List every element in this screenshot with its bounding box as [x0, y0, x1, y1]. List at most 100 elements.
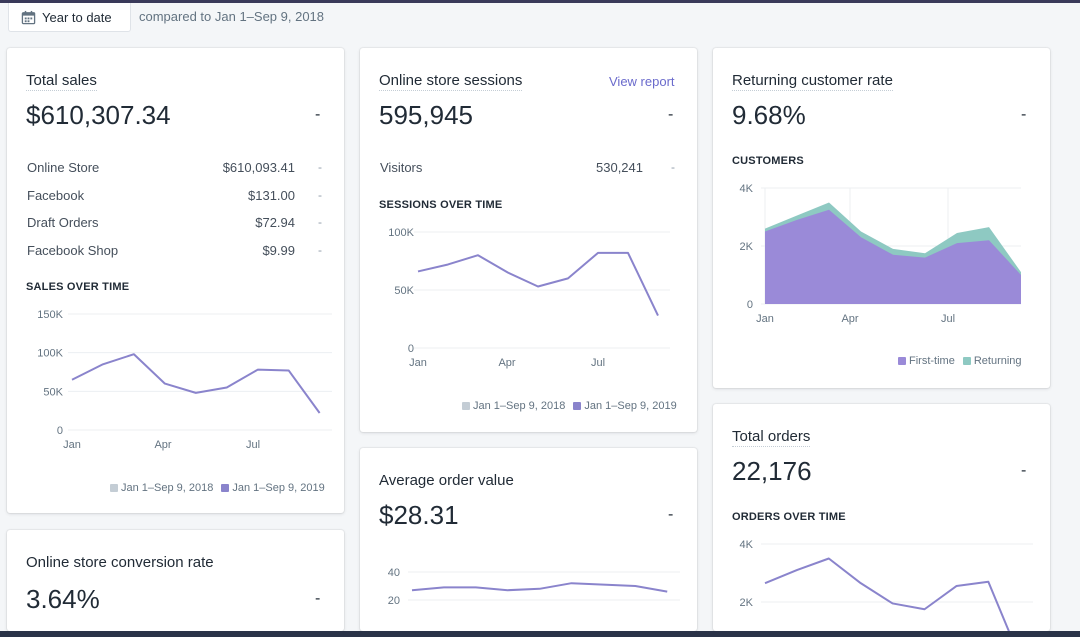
y-tick-label: 4K	[740, 539, 754, 551]
calendar-icon	[21, 10, 36, 24]
returning-rate-value: 9.68%	[732, 100, 806, 130]
channel-change: -	[318, 243, 322, 257]
series-line	[764, 557, 1010, 631]
change-indicator: -	[1021, 106, 1027, 123]
orders-chart: 4K 2K	[740, 539, 1033, 631]
x-tick-label: Apr	[498, 357, 515, 369]
top-border	[0, 0, 1080, 3]
channel-value: $72.94	[255, 215, 295, 230]
y-tick-label: 150K	[37, 309, 63, 321]
legend-swatch	[962, 357, 971, 365]
visitors-label: Visitors	[380, 160, 423, 175]
total-orders-card[interactable]: Total orders 22,176 - ORDERS OVER TIME 4…	[713, 404, 1050, 631]
sessions-value: 595,945	[379, 100, 473, 130]
legend-swatch	[110, 484, 118, 492]
channel-name: Facebook	[27, 188, 85, 203]
legend-label: Jan 1–Sep 9, 2018	[121, 482, 214, 494]
legend-label: Jan 1–Sep 9, 2019	[232, 482, 325, 494]
chart-title: SESSIONS OVER TIME	[379, 199, 503, 211]
y-tick-label: 100K	[388, 227, 414, 239]
visitors-value: 530,241	[596, 160, 643, 175]
returning-rate-card[interactable]: Returning customer rate 9.68% - CUSTOMER…	[713, 48, 1050, 388]
card-title[interactable]: Average order value	[379, 472, 514, 489]
chart-title: CUSTOMERS	[732, 155, 804, 167]
legend-label: Jan 1–Sep 9, 2019	[584, 400, 677, 412]
change-indicator: -	[1021, 462, 1027, 479]
legend-item-current: Jan 1–Sep 9, 2019	[221, 482, 325, 494]
total-orders-value: 22,176	[732, 456, 812, 486]
legend-label: Jan 1–Sep 9, 2018	[473, 400, 566, 412]
area-first-time	[765, 209, 1021, 304]
y-tick-label: 4K	[740, 183, 754, 195]
legend-item-first-time: First-time	[898, 355, 955, 367]
chart-legend: First-time Returning	[898, 355, 1022, 367]
legend-swatch	[221, 484, 230, 492]
taskbar	[0, 631, 1080, 637]
x-tick-label: Jan	[63, 439, 81, 451]
card-title[interactable]: Total orders	[732, 428, 811, 447]
conversion-card[interactable]: Online store conversion rate 3.64% -	[7, 530, 344, 631]
y-tick-label: 50K	[394, 285, 414, 297]
channel-value: $9.99	[262, 243, 295, 258]
chart-title: ORDERS OVER TIME	[732, 511, 846, 523]
channel-change: -	[318, 188, 322, 202]
x-tick-label: Jul	[591, 357, 605, 369]
aov-value: $28.31	[379, 500, 459, 530]
y-tick-label: 0	[57, 425, 63, 437]
y-tick-label: 50K	[43, 386, 63, 398]
channel-value: $610,093.41	[222, 160, 295, 175]
legend-label: First-time	[909, 355, 955, 367]
total-sales-value: $610,307.34	[26, 100, 171, 130]
aov-chart: 40 20	[388, 567, 680, 607]
channel-name: Draft Orders	[27, 215, 99, 230]
legend-item-previous: Jan 1–Sep 9, 2018	[110, 482, 213, 494]
channel-change: -	[318, 215, 322, 229]
channel-value: $131.00	[248, 188, 295, 203]
legend-item-current: Jan 1–Sep 9, 2019	[573, 400, 677, 412]
conversion-value: 3.64%	[26, 584, 100, 614]
y-tick-label: 0	[747, 299, 753, 311]
channel-name: Facebook Shop	[27, 243, 119, 258]
series-line	[417, 251, 659, 316]
date-range-label: Year to date	[42, 9, 112, 25]
channel-change: -	[318, 160, 322, 174]
change-indicator: -	[315, 590, 321, 607]
comparison-label: compared to Jan 1–Sep 9, 2018	[139, 9, 325, 24]
sessions-card[interactable]: Online store sessions View report 595,94…	[360, 48, 697, 432]
chart-legend: Jan 1–Sep 9, 2018 Jan 1–Sep 9, 2019	[110, 482, 325, 494]
aov-card[interactable]: Average order value $28.31 - 40 20	[360, 448, 697, 631]
total-sales-card[interactable]: Total sales $610,307.34 - Online Store $…	[7, 48, 344, 513]
legend-item-returning: Returning	[962, 355, 1022, 367]
chart-legend: Jan 1–Sep 9, 2018 Jan 1–Sep 9, 2019	[462, 400, 677, 412]
x-tick-label: Jul	[246, 439, 260, 451]
sessions-chart: 100K 50K 0 Jan Apr Jul	[388, 227, 670, 369]
change-indicator: -	[668, 506, 674, 523]
x-tick-label: Jan	[756, 313, 774, 325]
series-line	[411, 582, 668, 593]
x-tick-label: Apr	[154, 439, 171, 451]
legend-swatch	[462, 402, 470, 410]
y-tick-label: 2K	[740, 241, 754, 253]
y-tick-label: 100K	[37, 348, 63, 360]
change-indicator: -	[315, 106, 321, 123]
y-tick-label: 0	[408, 343, 414, 355]
legend-item-previous: Jan 1–Sep 9, 2018	[462, 400, 565, 412]
chart-title: SALES OVER TIME	[26, 281, 130, 293]
legend-swatch	[573, 402, 582, 410]
channel-name: Online Store	[27, 160, 100, 175]
legend-label: Returning	[973, 355, 1022, 367]
series-line	[71, 353, 321, 414]
x-tick-label: Jan	[409, 357, 427, 369]
x-tick-label: Jul	[941, 313, 955, 325]
y-tick-label: 2K	[740, 597, 754, 609]
card-title[interactable]: Returning customer rate	[732, 72, 893, 91]
card-title[interactable]: Online store conversion rate	[26, 554, 214, 571]
legend-swatch	[898, 357, 906, 365]
card-title[interactable]: Online store sessions	[379, 72, 523, 91]
view-report-link[interactable]: View report	[609, 74, 675, 89]
date-range-button[interactable]: Year to date	[8, 3, 131, 32]
change-indicator: -	[668, 106, 674, 123]
card-title[interactable]: Total sales	[26, 72, 97, 91]
